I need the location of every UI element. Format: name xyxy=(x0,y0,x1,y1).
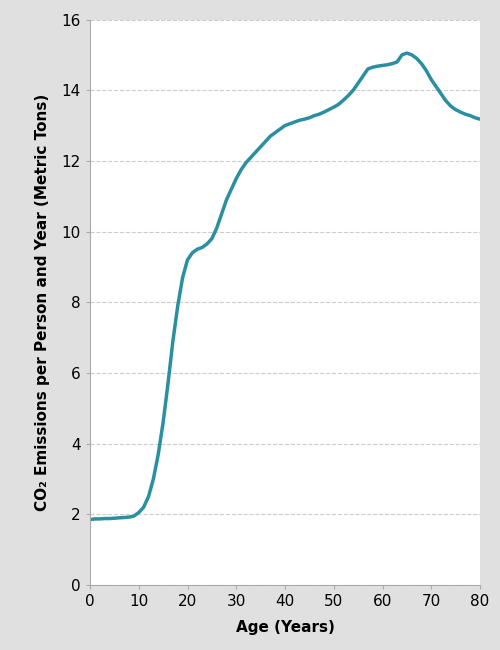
X-axis label: Age (Years): Age (Years) xyxy=(236,620,334,635)
Y-axis label: CO₂ Emissions per Person and Year (Metric Tons): CO₂ Emissions per Person and Year (Metri… xyxy=(36,94,51,511)
